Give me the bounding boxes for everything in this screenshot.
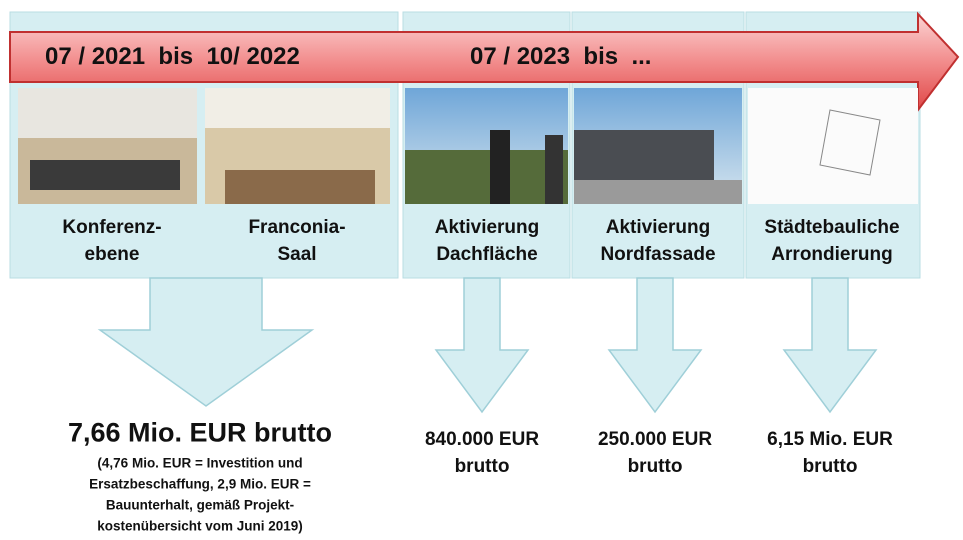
project-label: Konferenz- <box>62 217 161 239</box>
cost-amount: brutto <box>628 456 683 478</box>
photo-detail <box>490 130 510 204</box>
cost-amount: 6,15 Mio. EUR <box>767 429 893 451</box>
photo <box>748 88 918 204</box>
project-label: Städtebauliche <box>764 217 899 239</box>
photo-detail <box>574 130 714 180</box>
period-label: 07 / 2021 bis 10/ 2022 <box>45 43 300 71</box>
cost-note: kostenübersicht vom Juni 2019) <box>97 519 303 534</box>
down-arrow <box>100 278 312 406</box>
cost-amount: 840.000 EUR <box>425 429 539 451</box>
cost-amount: 7,66 Mio. EUR brutto <box>68 418 332 449</box>
cost-note: Ersatzbeschaffung, 2,9 Mio. EUR = <box>89 477 311 492</box>
cost-note: (4,76 Mio. EUR = Investition und <box>97 456 302 471</box>
project-label: Franconia- <box>248 217 345 239</box>
project-label: ebene <box>85 244 140 266</box>
project-label: Saal <box>277 244 316 266</box>
project-label: Aktivierung <box>606 217 711 239</box>
project-label: Aktivierung <box>435 217 540 239</box>
project-label: Arrondierung <box>771 244 892 266</box>
down-arrow <box>436 278 528 412</box>
project-label: Nordfassade <box>600 244 715 266</box>
page: 07 / 2021 bis 10/ 2022 07 / 2023 bis ... K… <box>0 0 963 540</box>
photo-detail <box>18 88 197 138</box>
photo-detail <box>30 160 180 190</box>
photo-detail <box>205 88 390 128</box>
photo-detail <box>405 150 568 204</box>
cost-amount: 250.000 EUR <box>598 429 712 451</box>
project-label: Dachfläche <box>436 244 537 266</box>
cost-amount: brutto <box>455 456 510 478</box>
down-arrow <box>609 278 701 412</box>
period-label: 07 / 2023 bis ... <box>470 43 651 71</box>
photos <box>18 88 918 204</box>
photo-detail <box>574 180 742 204</box>
photo-detail <box>545 135 563 204</box>
cost-amount: brutto <box>803 456 858 478</box>
down-arrows <box>100 278 876 412</box>
cost-note: Bauunterhalt, gemäß Projekt- <box>106 498 294 513</box>
photo-detail <box>225 170 375 204</box>
down-arrow <box>784 278 876 412</box>
